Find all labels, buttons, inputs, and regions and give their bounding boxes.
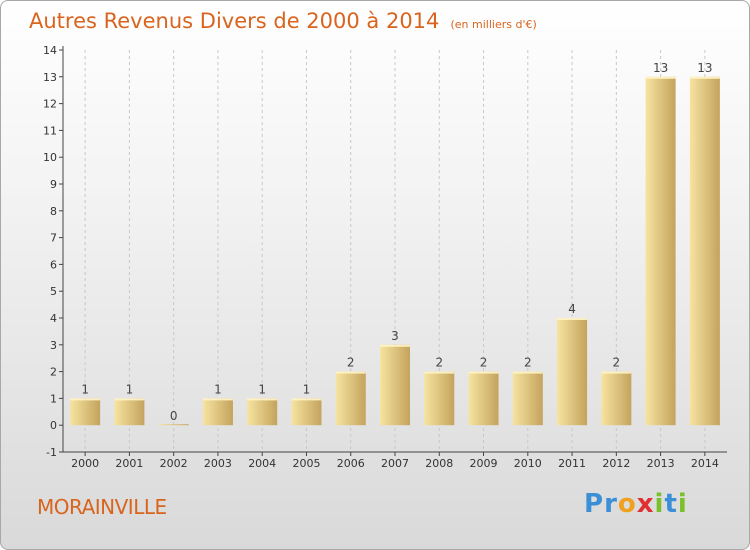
data-label: 2	[347, 356, 355, 370]
bar	[70, 398, 101, 426]
x-tick-label: 2006	[337, 457, 365, 470]
x-tick-label: 2012	[602, 457, 630, 470]
bar	[247, 398, 278, 426]
y-tick-label: 14	[43, 44, 57, 57]
data-label: 4	[568, 302, 576, 316]
bar	[689, 76, 720, 426]
y-tick-label: 3	[50, 339, 57, 352]
y-tick-label: 0	[50, 419, 57, 432]
y-tick-label: 2	[50, 366, 57, 379]
bar-highlight	[247, 398, 278, 401]
logo-letter-6: i	[677, 489, 688, 519]
bar	[202, 398, 233, 426]
bar	[512, 371, 543, 426]
data-label: 3	[391, 329, 399, 343]
x-tick-label: 2002	[160, 457, 188, 470]
bar-highlight	[512, 371, 543, 374]
bar	[291, 398, 322, 426]
logo-letter-3: x	[636, 489, 655, 519]
data-label: 1	[258, 382, 266, 396]
proxiti-logo: Proxiti	[584, 489, 688, 519]
logo-letter-5: t	[664, 489, 678, 519]
bar	[335, 371, 366, 426]
logo-letter-0: P	[584, 489, 605, 519]
x-tick-label: 2008	[425, 457, 453, 470]
bar-highlight	[291, 398, 322, 401]
y-tick-label: -1	[46, 446, 57, 459]
bar	[557, 318, 588, 426]
bar-highlight	[335, 371, 366, 374]
x-tick-label: 2003	[204, 457, 232, 470]
y-tick-label: 12	[43, 98, 57, 111]
x-tick-label: 2007	[381, 457, 409, 470]
x-tick-label: 2010	[514, 457, 542, 470]
x-tick-label: 2004	[248, 457, 276, 470]
bar	[380, 344, 410, 426]
x-tick-label: 2009	[470, 457, 498, 470]
data-label: 1	[126, 382, 134, 396]
y-tick-label: 7	[50, 232, 57, 245]
data-label: 1	[81, 382, 89, 396]
x-tick-label: 2001	[115, 457, 143, 470]
bar-highlight	[380, 344, 410, 347]
data-label: 2	[435, 356, 443, 370]
chart-title-unit: (en milliers d'€)	[450, 18, 537, 31]
x-tick-label: 2014	[691, 457, 719, 470]
data-label: 13	[653, 61, 668, 75]
bar	[468, 371, 499, 426]
bar-highlight	[601, 371, 632, 374]
y-tick-label: 5	[50, 285, 57, 298]
bar-highlight	[70, 398, 101, 401]
y-tick-label: 1	[50, 392, 57, 405]
bar	[645, 76, 676, 426]
y-tick-label: 4	[50, 312, 57, 325]
bar	[114, 398, 145, 426]
logo-letter-1: r	[604, 489, 618, 519]
bar-highlight	[202, 398, 233, 401]
bar-highlight	[468, 371, 499, 374]
chart-title-main: Autres Revenus Divers de 2000 à 2014	[29, 9, 440, 33]
x-tick-label: 2013	[647, 457, 675, 470]
data-label: 2	[480, 356, 488, 370]
y-tick-label: 11	[43, 124, 57, 137]
bar-highlight	[424, 371, 455, 374]
data-label: 2	[524, 356, 532, 370]
data-label: 0	[170, 409, 178, 423]
bar-highlight	[114, 398, 145, 401]
y-tick-label: 10	[43, 151, 57, 164]
data-label: 1	[214, 382, 222, 396]
bar	[601, 371, 632, 426]
x-tick-label: 2011	[558, 457, 586, 470]
bar	[158, 424, 189, 426]
y-tick-label: 13	[43, 71, 57, 84]
logo-letter-2: o	[617, 489, 637, 519]
y-tick-label: 6	[50, 258, 57, 271]
data-label: 13	[697, 61, 712, 75]
logo-letter-4: i	[654, 489, 665, 519]
chart-title: Autres Revenus Divers de 2000 à 2014 (en…	[29, 9, 537, 33]
y-tick-label: 8	[50, 205, 57, 218]
data-label: 2	[613, 356, 621, 370]
bar-highlight	[689, 76, 720, 79]
y-tick-label: 9	[50, 178, 57, 191]
x-tick-label: 2000	[71, 457, 99, 470]
town-name: MORAINVILLE	[37, 495, 167, 519]
bar	[424, 371, 455, 426]
bar-highlight	[645, 76, 676, 79]
x-tick-label: 2005	[292, 457, 320, 470]
bar-highlight	[557, 318, 588, 320]
data-label: 1	[303, 382, 311, 396]
